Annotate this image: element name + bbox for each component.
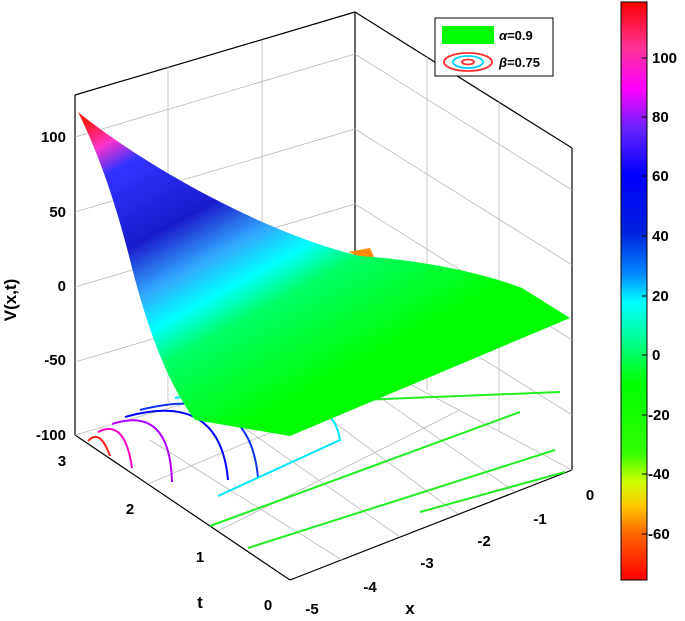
surface <box>78 112 570 436</box>
legend-label-beta: β=0.75 <box>498 55 540 70</box>
t-tick-label: 3 <box>58 453 66 470</box>
x-tick-label: -5 <box>305 601 318 618</box>
x-tick-label: -4 <box>363 579 377 596</box>
t-tick-labels: 0 1 2 3 <box>58 453 272 614</box>
z-tick-label: 0 <box>58 278 66 295</box>
x-axis-label: x <box>405 599 415 618</box>
z-tick-label: 50 <box>49 204 66 221</box>
colorbar-tick-label: 20 <box>652 288 669 305</box>
t-tick-label: 0 <box>264 597 272 614</box>
t-axis-label: t <box>197 593 203 612</box>
axes-box <box>74 11 573 581</box>
legend-surface-swatch <box>442 26 494 44</box>
legend-label-alpha: α=0.9 <box>499 28 533 43</box>
colorbar-tick-label: -60 <box>648 526 670 543</box>
colorbar-tick-label: 80 <box>652 109 669 126</box>
t-tick-label: 2 <box>126 501 134 518</box>
t-tick-label: 1 <box>196 549 204 566</box>
colorbar-tick-label: 40 <box>652 228 669 245</box>
z-tick-label: -50 <box>44 352 66 369</box>
colorbar-tick-label: -40 <box>648 466 670 483</box>
legend-contour-swatch <box>443 52 493 72</box>
colorbar-tick-label: 60 <box>652 168 669 185</box>
x-tick-label: -3 <box>420 555 433 572</box>
x-tick-label: -1 <box>533 511 546 528</box>
colorbar-tick-label: -20 <box>648 407 670 424</box>
legend: α=0.9 β=0.75 <box>434 17 554 77</box>
x-tick-labels: -5 -4 -3 -2 -1 0 <box>305 487 594 618</box>
colorbar-tick-label: 0 <box>652 347 660 364</box>
z-tick-label: 100 <box>41 129 66 146</box>
x-tick-label: -2 <box>477 533 490 550</box>
colorbar-tick-label: 100 <box>652 50 677 67</box>
z-axis-label: V(x,t) <box>1 279 20 322</box>
colorbar: 100 80 60 40 20 0 -20 -40 -60 <box>620 1 677 581</box>
z-tick-labels: -100 -50 0 50 100 <box>36 129 66 444</box>
colorbar-fill <box>620 1 648 581</box>
x-tick-label: 0 <box>586 487 594 504</box>
z-tick-label: -100 <box>36 427 66 444</box>
